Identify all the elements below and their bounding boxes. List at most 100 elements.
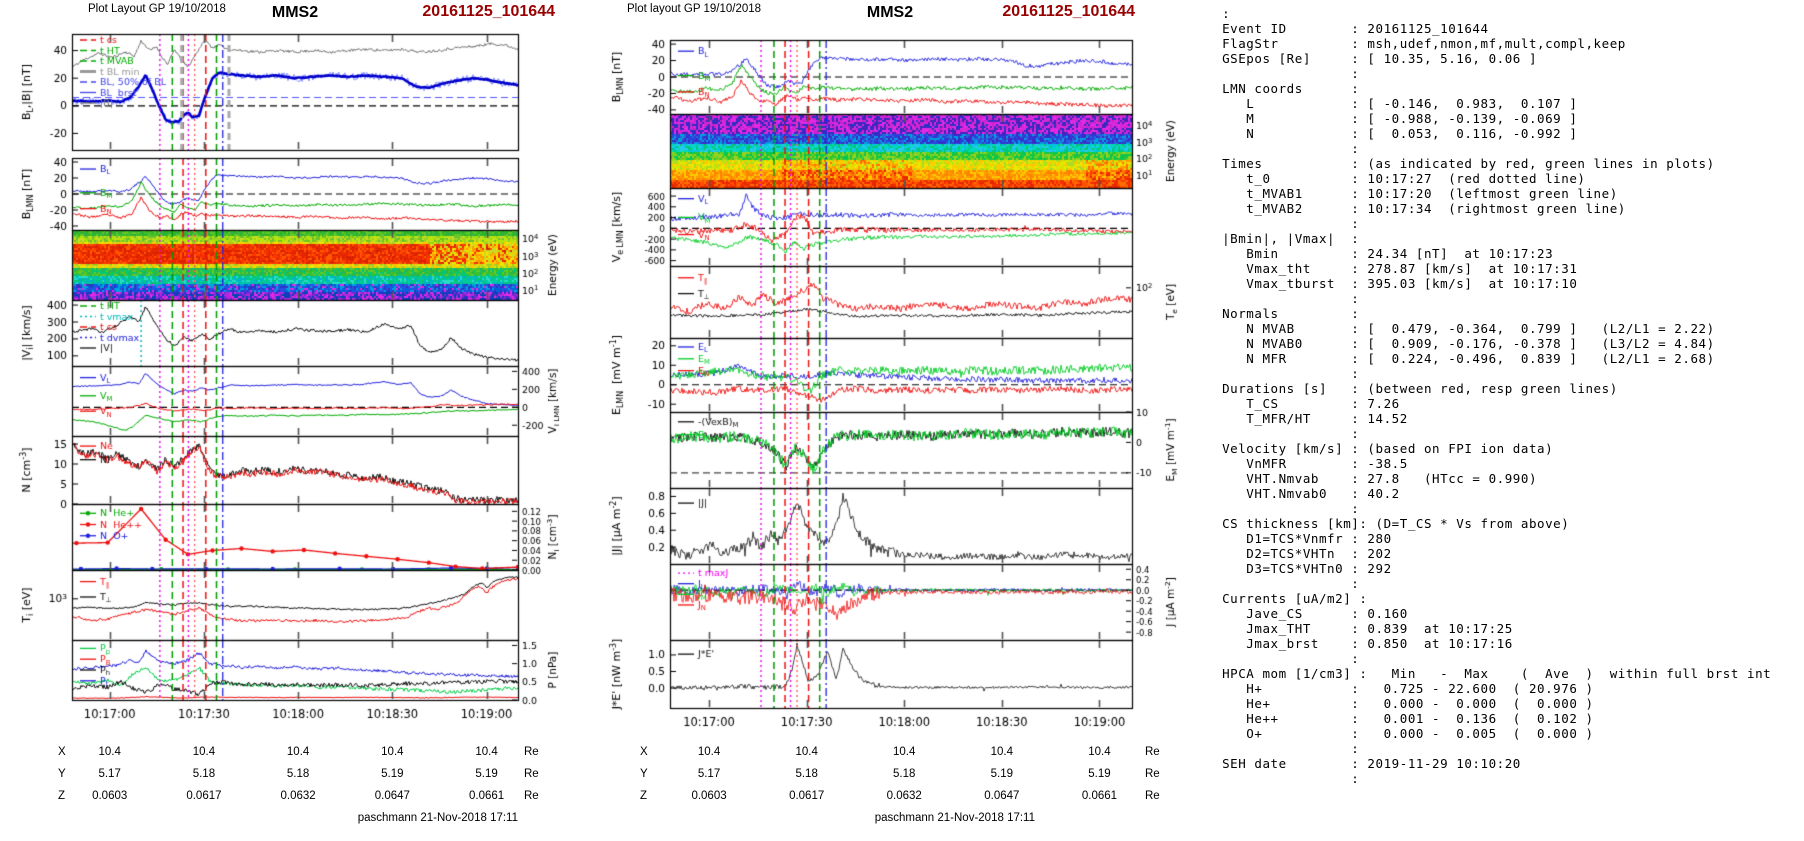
- info-line: VHT.Nmvab0 : 40.2: [1214, 486, 1400, 501]
- position-value: 5.19: [1088, 768, 1111, 780]
- info-line: H+ : 0.725 - 22.600 ( 20.976 ): [1214, 681, 1594, 696]
- info-line: CS thickness [km]: (D=T_CS * Vs from abo…: [1214, 516, 1570, 531]
- left-figure-plot-canvas: [0, 24, 560, 736]
- info-line: T_CS : 7.26: [1214, 396, 1400, 411]
- info-line: L : [ -0.146, 0.983, 0.107 ]: [1214, 96, 1578, 111]
- info-line: t_MVAB2 : 10:17:34 (rightmost green line…: [1214, 201, 1626, 216]
- position-value: 5.18: [286, 768, 310, 780]
- position-unit: Re: [1145, 768, 1160, 780]
- info-line: Jave_CS : 0.160: [1214, 606, 1408, 621]
- info-line: t_MVAB1 : 10:17:20 (leftmost green line): [1214, 186, 1618, 201]
- info-line: Normals :: [1214, 306, 1360, 321]
- left-figure-footer: paschmann 21-Nov-2018 17:11: [357, 812, 518, 824]
- position-value: 5.18: [795, 768, 818, 780]
- info-line: D3=TCS*VHTn0 : 292: [1214, 561, 1392, 576]
- info-line: t_0 : 10:17:27 (red dotted line): [1214, 171, 1586, 186]
- info-line: Jmax_brst : 0.850 at 10:17:16: [1214, 636, 1513, 651]
- middle-figure-plot-canvas: [584, 24, 1190, 736]
- position-row-label: Y: [640, 768, 648, 780]
- info-line: GSEpos [Re] : [ 10.35, 5.16, 0.06 ]: [1214, 51, 1538, 66]
- position-value: 5.19: [381, 768, 404, 780]
- info-line: SEH date : 2019-11-29 10:10:20: [1214, 756, 1521, 771]
- info-line: :: [1214, 576, 1360, 591]
- position-unit: Re: [524, 746, 539, 758]
- position-unit: Re: [524, 790, 539, 802]
- position-value: 10.4: [697, 746, 721, 758]
- position-unit: Re: [1145, 746, 1160, 758]
- position-value: 5.18: [192, 768, 216, 780]
- position-value: 10.4: [990, 746, 1014, 758]
- info-line: D2=TCS*VHTn : 202: [1214, 546, 1392, 561]
- info-line: :: [1214, 741, 1360, 756]
- left-event-id: 20161125_101644: [422, 3, 555, 20]
- position-value: 10.4: [192, 746, 216, 758]
- position-value: 0.0632: [886, 790, 922, 802]
- info-line: T_MFR/HT : 14.52: [1214, 411, 1408, 426]
- position-value: 5.17: [697, 768, 721, 780]
- info-line: Velocity [km/s] : (based on FPI ion data…: [1214, 441, 1554, 456]
- info-line: Times : (as indicated by red, green line…: [1214, 156, 1715, 171]
- left-plot-layout-label: Plot Layout GP 19/10/2018: [88, 3, 226, 15]
- position-value: 10.4: [1088, 746, 1111, 758]
- info-line: N MFR : [ 0.224, -0.496, 0.839 ] (L2/L1 …: [1214, 351, 1715, 366]
- position-value: 0.0632: [280, 790, 316, 802]
- position-value: 0.0617: [789, 790, 825, 802]
- position-value: 10.4: [286, 746, 310, 758]
- position-value: 10.4: [893, 746, 916, 758]
- position-value: 10.4: [381, 746, 404, 758]
- info-line: HPCA mom [1/cm3] : Min - Max ( Ave ) wit…: [1214, 666, 1772, 681]
- position-value: 10.4: [98, 746, 121, 758]
- info-line: :: [1214, 771, 1360, 786]
- info-line: :: [1214, 216, 1360, 231]
- info-line: :: [1214, 366, 1360, 381]
- position-value: 0.0661: [469, 790, 505, 802]
- position-value: 0.0661: [1081, 790, 1118, 802]
- info-line: :: [1214, 6, 1231, 21]
- position-value: 10.4: [475, 746, 498, 758]
- info-line: FlagStr : msh,udef,nmon,mf,mult,compl,ke…: [1214, 36, 1626, 51]
- info-line: Bmin : 24.34 [nT] at 10:17:23: [1214, 246, 1554, 261]
- middle-figure-title: MMS2: [866, 4, 914, 21]
- middle-plot-layout-label: Plot layout GP 19/10/2018: [627, 3, 762, 15]
- info-line: N MVAB : [ 0.479, -0.364, 0.799 ] (L2/L1…: [1214, 321, 1715, 336]
- info-line: N MVAB0 : [ 0.909, -0.176, -0.378 ] (L3/…: [1214, 336, 1715, 351]
- position-value: 0.0617: [186, 790, 222, 802]
- position-value: 0.0647: [984, 790, 1020, 802]
- position-value: 0.0647: [374, 790, 410, 802]
- position-row-label: Z: [640, 790, 648, 802]
- middle-event-id: 20161125_101644: [1002, 3, 1135, 20]
- position-row-label: Z: [58, 790, 66, 802]
- position-value: 5.19: [990, 768, 1014, 780]
- info-line: VHT.Nmvab : 27.8 (HTcc = 0.990): [1214, 471, 1538, 486]
- info-line: N : [ 0.053, 0.116, -0.992 ]: [1214, 126, 1578, 141]
- event-info-panel: : Event ID : 20161125_101644 FlagStr : m…: [1214, 6, 1800, 786]
- left-figure-title: MMS2: [271, 4, 319, 21]
- info-line: O+ : 0.000 - 0.005 ( 0.000 ): [1214, 726, 1594, 741]
- middle-figure-footer: paschmann 21-Nov-2018 17:11: [874, 812, 1035, 824]
- info-line: LMN coords :: [1214, 81, 1360, 96]
- info-line: D1=TCS*Vnmfr : 280: [1214, 531, 1392, 546]
- position-value: 5.17: [98, 768, 121, 780]
- info-line: He++ : 0.001 - 0.136 ( 0.102 ): [1214, 711, 1594, 726]
- position-unit: Re: [524, 768, 539, 780]
- position-value: 5.19: [475, 768, 498, 780]
- info-line: |Bmin|, |Vmax| :: [1214, 231, 1360, 246]
- info-line: :: [1214, 66, 1360, 81]
- position-value: 5.18: [893, 768, 916, 780]
- info-line: VnMFR : -38.5: [1214, 456, 1408, 471]
- position-row-label: Y: [58, 768, 66, 780]
- info-line: :: [1214, 426, 1360, 441]
- position-value: 0.0603: [92, 790, 128, 802]
- position-value: 0.0603: [691, 790, 727, 802]
- info-line: Event ID : 20161125_101644: [1214, 21, 1489, 36]
- info-line: :: [1214, 141, 1360, 156]
- info-line: Vmax_tht : 278.87 [km/s] at 10:17:31: [1214, 261, 1578, 276]
- info-line: Vmax_tburst : 395.03 [km/s] at 10:17:10: [1214, 276, 1578, 291]
- info-line: :: [1214, 291, 1360, 306]
- info-line: M : [ -0.988, -0.139, -0.069 ]: [1214, 111, 1578, 126]
- info-line: Durations [s] : (between red, resp green…: [1214, 381, 1618, 396]
- position-row-label: X: [640, 746, 648, 758]
- info-line: Jmax_THT : 0.839 at 10:17:25: [1214, 621, 1513, 636]
- info-line: Currents [uA/m2] :: [1214, 591, 1368, 606]
